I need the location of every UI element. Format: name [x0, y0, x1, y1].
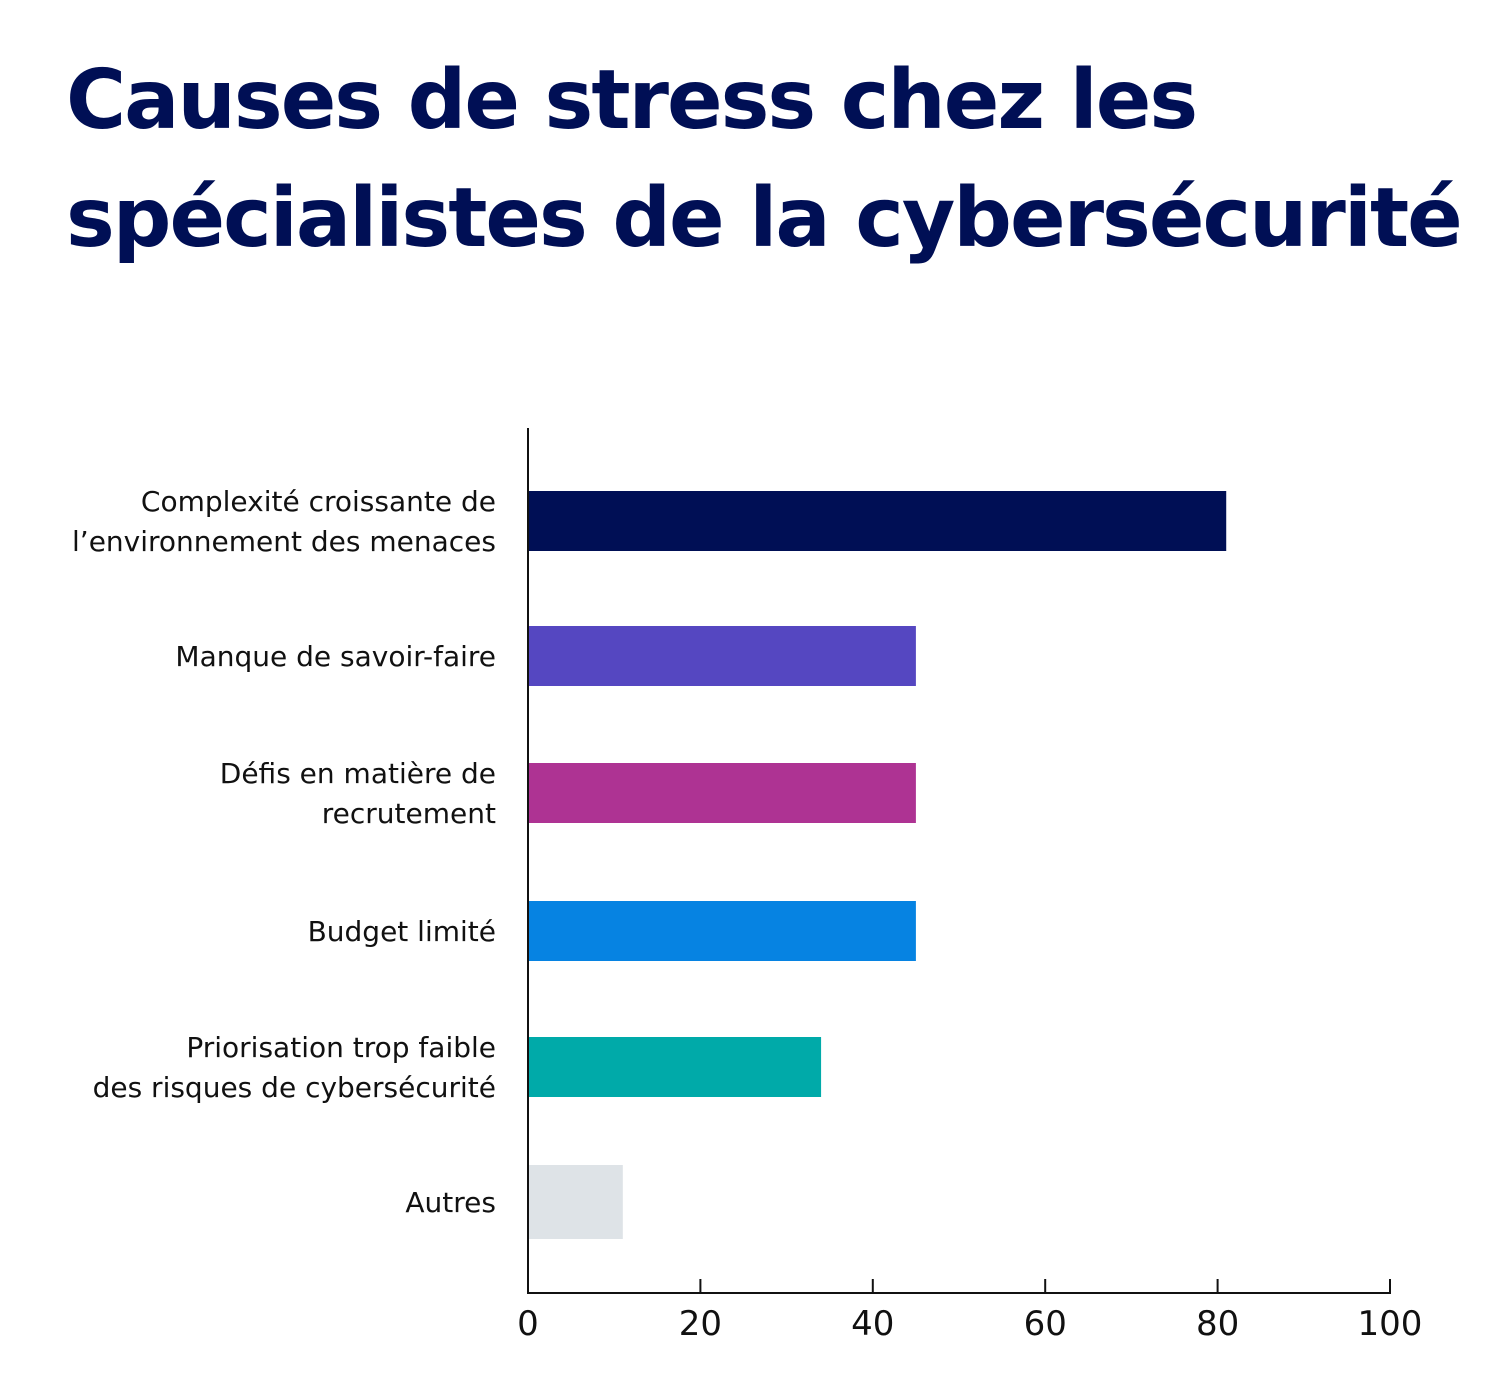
bar-3	[528, 763, 916, 823]
category-label-6-line-1: Autres	[405, 1186, 496, 1219]
category-label-5-line-1: Priorisation trop faible	[186, 1031, 496, 1064]
x-tick-label-1: 0	[517, 1304, 539, 1344]
category-label-1-line-1: Complexité croissante de	[141, 485, 496, 518]
category-label-5-line-2: des risques de cybersécurité	[93, 1071, 496, 1104]
category-label-3: Défis en matière de recrutement	[220, 757, 496, 830]
category-label-4: Budget limité	[308, 915, 496, 948]
bar-1	[528, 491, 1227, 551]
bar-4	[528, 901, 916, 961]
category-label-1-line-2: l’environnement des menaces	[72, 525, 496, 558]
x-tick-label-3: 40	[851, 1304, 894, 1344]
x-tick-label-4: 60	[1024, 1304, 1067, 1344]
x-tick-label-5: 80	[1196, 1304, 1239, 1344]
category-label-6: Autres	[405, 1186, 496, 1219]
bar-5	[528, 1037, 822, 1097]
bar-6	[528, 1165, 623, 1239]
bar-2	[528, 626, 916, 686]
chart-title-line-1: Causes de stress chez les	[66, 53, 1198, 148]
category-label-4-line-1: Budget limité	[308, 915, 496, 948]
chart-title-line-2: spécialistes de la cybersécurité	[66, 171, 1463, 266]
category-label-1: Complexité croissante de l’environnement …	[72, 485, 496, 558]
category-label-5: Priorisation trop faible des risques de c…	[93, 1031, 496, 1104]
category-label-2-line-1: Manque de savoir-faire	[175, 640, 496, 673]
x-tick-label-2: 20	[679, 1304, 722, 1344]
category-label-3-line-2: recrutement	[322, 797, 496, 830]
category-label-2: Manque de savoir-faire	[175, 640, 496, 673]
category-label-3-line-1: Défis en matière de	[220, 757, 496, 790]
x-tick-label-6: 100	[1358, 1304, 1423, 1344]
chart-title: Causes de stress chez les spécialistes d…	[66, 42, 1466, 278]
